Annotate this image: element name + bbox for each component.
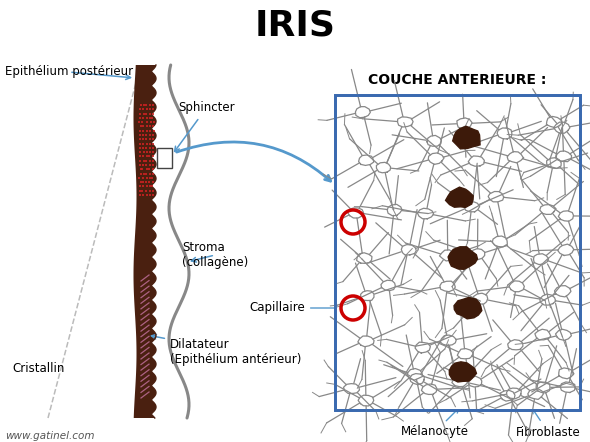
Text: IRIS: IRIS xyxy=(254,8,336,42)
Text: Mélanocyte: Mélanocyte xyxy=(401,408,469,438)
Bar xyxy=(335,95,580,410)
Polygon shape xyxy=(133,65,156,418)
Polygon shape xyxy=(448,247,477,269)
Text: COUCHE ANTERIEURE :: COUCHE ANTERIEURE : xyxy=(368,73,546,87)
Text: Sphincter: Sphincter xyxy=(175,102,235,151)
Polygon shape xyxy=(453,126,480,149)
Polygon shape xyxy=(454,297,482,319)
Bar xyxy=(335,95,580,410)
Text: Fibroblaste: Fibroblaste xyxy=(516,408,581,438)
Bar xyxy=(157,148,172,168)
Polygon shape xyxy=(450,362,477,382)
Text: www.gatinel.com: www.gatinel.com xyxy=(5,431,94,441)
Text: Stroma
(collagène): Stroma (collagène) xyxy=(182,241,248,269)
Polygon shape xyxy=(445,187,473,207)
Text: Epithélium postérieur: Epithélium postérieur xyxy=(5,65,133,80)
Text: Dilatateur
(Epithélium antérieur): Dilatateur (Epithélium antérieur) xyxy=(152,335,301,366)
Text: Capillaire: Capillaire xyxy=(249,301,353,315)
Text: Cristallin: Cristallin xyxy=(12,362,64,374)
